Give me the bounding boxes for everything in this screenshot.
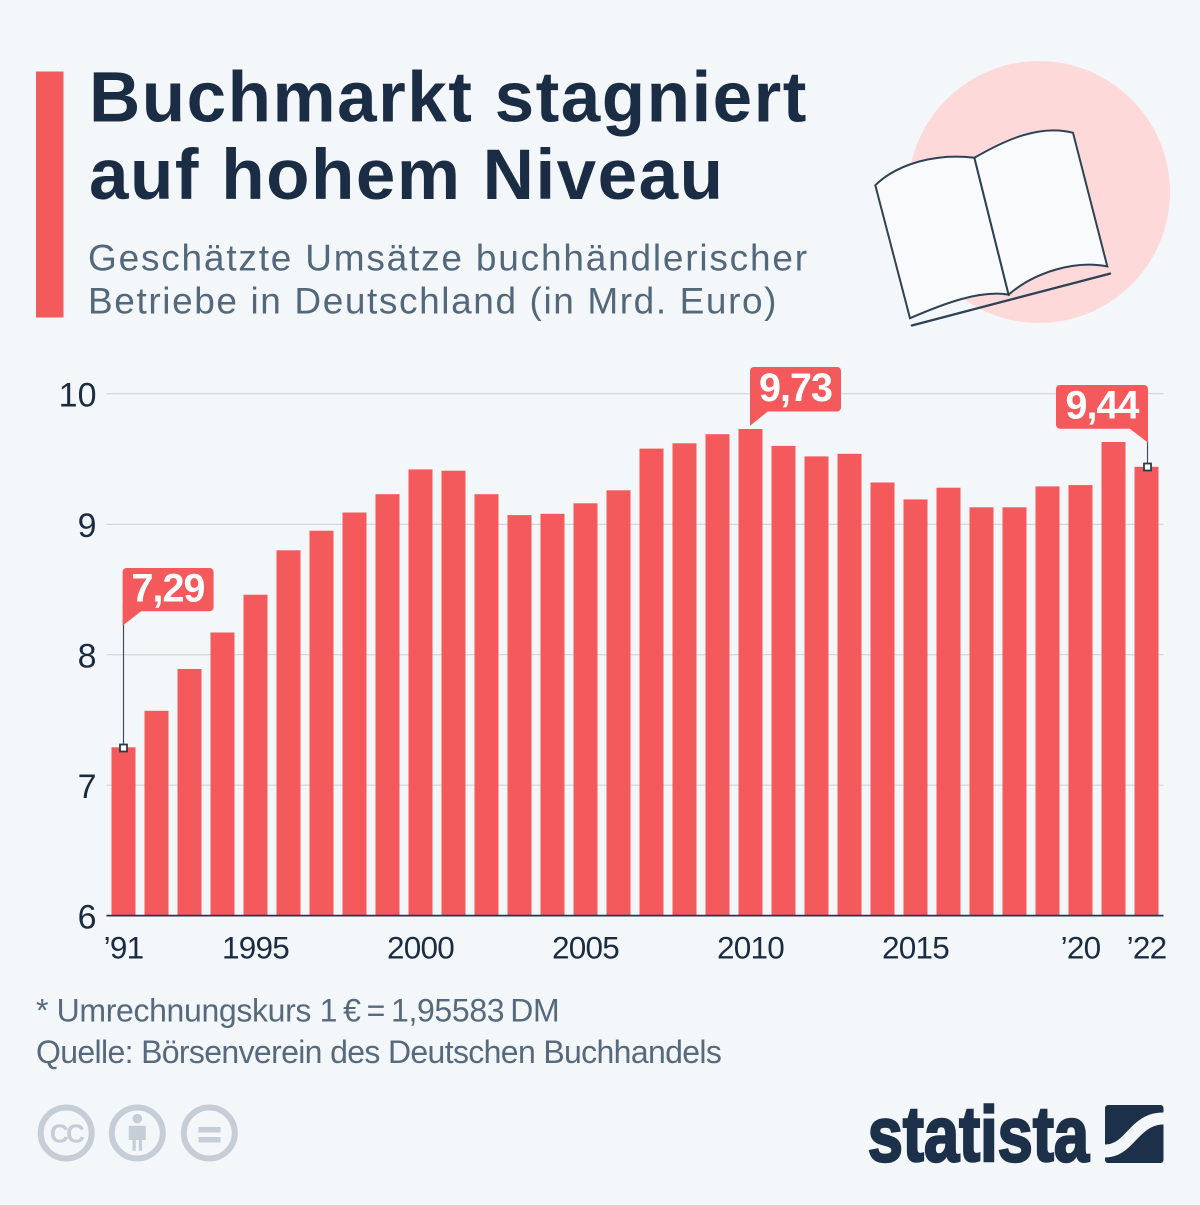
svg-text:Quelle: Börsenverein des Deuts: Quelle: Börsenverein des Deutschen Buchh… — [36, 1034, 721, 1070]
svg-text:9,73: 9,73 — [759, 366, 832, 410]
svg-text:Buchmarkt stagniert: Buchmarkt stagniert — [89, 59, 808, 138]
svg-text:7,29: 7,29 — [132, 567, 205, 611]
svg-text:9,44: 9,44 — [1066, 384, 1140, 428]
svg-text:2000: 2000 — [387, 930, 454, 966]
svg-text:CC: CC — [50, 1119, 85, 1149]
svg-text:* Umrechnungskurs 1 € = 1,9558: * Umrechnungskurs 1 € = 1,95583 DM — [36, 993, 559, 1029]
svg-text:2015: 2015 — [882, 930, 949, 966]
svg-text:7: 7 — [78, 768, 97, 806]
svg-text:’22: ’22 — [1127, 930, 1167, 966]
svg-text:6: 6 — [78, 898, 97, 936]
svg-text:Geschätzte Umsätze buchhändler: Geschätzte Umsätze buchhändlerischer — [88, 238, 809, 279]
svg-text:2010: 2010 — [717, 930, 784, 966]
svg-text:9: 9 — [78, 507, 97, 545]
svg-text:auf hohem Niveau: auf hohem Niveau — [89, 136, 725, 215]
svg-text:’91: ’91 — [104, 930, 144, 966]
svg-text:2005: 2005 — [552, 930, 619, 966]
svg-text:10: 10 — [59, 377, 97, 415]
svg-text:8: 8 — [78, 637, 97, 675]
svg-text:’20: ’20 — [1061, 930, 1101, 966]
svg-text:1995: 1995 — [222, 930, 289, 966]
svg-text:statista: statista — [868, 1092, 1090, 1179]
svg-text:Betriebe in Deutschland (in Mr: Betriebe in Deutschland (in Mrd. Euro) — [88, 280, 778, 321]
